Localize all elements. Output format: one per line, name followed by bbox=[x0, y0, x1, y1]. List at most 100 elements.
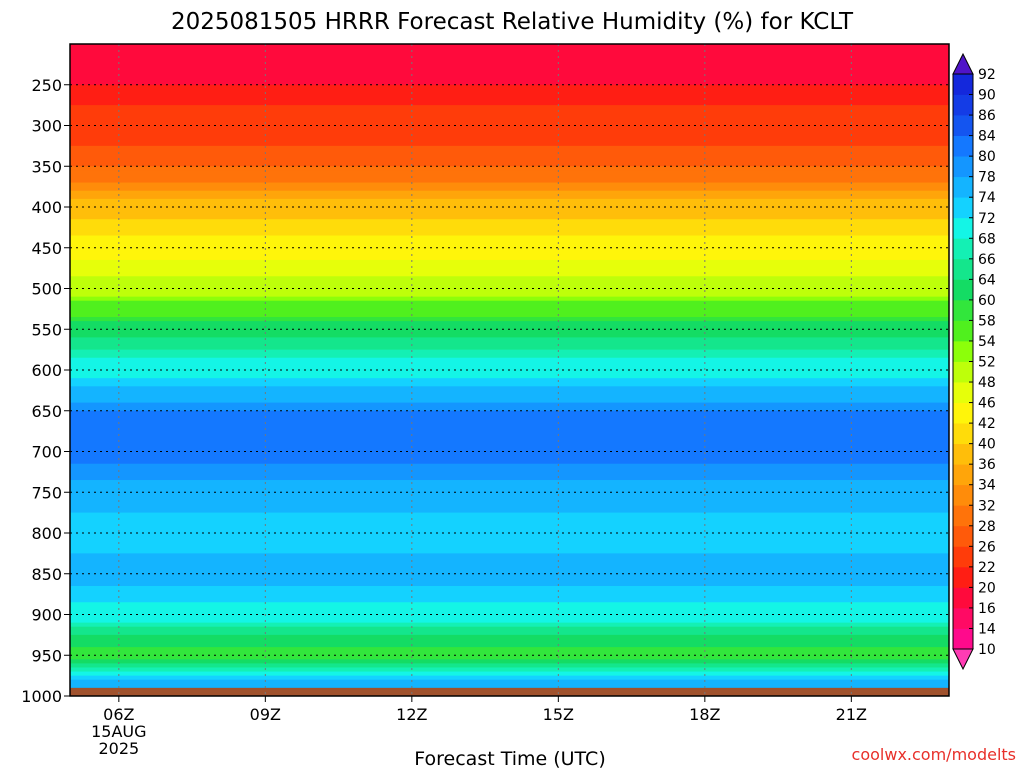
x-tick-label: 06Z bbox=[103, 705, 134, 724]
y-tick-label: 250 bbox=[31, 76, 62, 95]
rh-band bbox=[70, 105, 949, 110]
colorbar-segment bbox=[953, 74, 973, 95]
rh-band bbox=[70, 516, 949, 522]
rh-band bbox=[70, 300, 949, 306]
y-axis-ticks: 250 300 350 400 450 500 550 600 650 700 750 800 850 9… bbox=[21, 76, 70, 706]
rh-band bbox=[70, 643, 949, 648]
y-tick-label: 750 bbox=[31, 483, 62, 502]
rh-band bbox=[70, 113, 949, 118]
colorbar-label: 28 bbox=[978, 519, 996, 535]
colorbar-label: 46 bbox=[978, 396, 996, 412]
rh-band bbox=[70, 88, 949, 94]
colorbar-segment bbox=[953, 238, 973, 260]
rh-band bbox=[70, 537, 949, 542]
rh-band bbox=[70, 264, 949, 269]
rh-band bbox=[70, 178, 949, 184]
colorbar-segment bbox=[953, 197, 973, 219]
x-tick-label: 09Z bbox=[250, 705, 281, 724]
rh-band bbox=[70, 573, 949, 579]
colorbar-segment bbox=[953, 607, 973, 629]
rh-band bbox=[70, 614, 949, 620]
rh-band bbox=[70, 488, 949, 493]
rh-band bbox=[70, 431, 949, 436]
rh-band bbox=[70, 386, 949, 391]
rh-band bbox=[70, 622, 949, 628]
rh-band bbox=[70, 390, 949, 396]
rh-band bbox=[70, 52, 949, 57]
rh-band bbox=[70, 288, 949, 294]
rh-band bbox=[70, 492, 949, 497]
colorbar-label: 86 bbox=[978, 108, 996, 124]
rh-band bbox=[70, 361, 949, 367]
colorbar-segment bbox=[953, 320, 973, 342]
y-tick-label: 450 bbox=[31, 239, 62, 258]
ground-below-surface bbox=[70, 687, 949, 696]
rh-band bbox=[70, 321, 949, 326]
x-tick-label: 12Z bbox=[396, 705, 427, 724]
rh-band bbox=[70, 455, 949, 461]
rh-band bbox=[70, 484, 949, 489]
rh-band bbox=[70, 194, 949, 200]
rh-band bbox=[70, 198, 949, 204]
colorbar-segment bbox=[953, 628, 973, 650]
rh-band bbox=[70, 117, 949, 123]
rh-band bbox=[70, 467, 949, 473]
rh-band bbox=[70, 647, 949, 652]
rh-band bbox=[70, 671, 949, 677]
rh-band bbox=[70, 630, 949, 636]
rh-band bbox=[70, 211, 949, 216]
rh-band bbox=[70, 370, 949, 375]
colorbar-label: 14 bbox=[978, 621, 996, 637]
colorbar-segment bbox=[953, 382, 973, 403]
rh-band bbox=[70, 284, 949, 290]
rh-band bbox=[70, 84, 949, 90]
rh-band bbox=[70, 80, 949, 86]
colorbar-segment bbox=[953, 279, 973, 301]
colorbar-label: 22 bbox=[978, 560, 996, 576]
rh-band bbox=[70, 463, 949, 469]
rh-band bbox=[70, 683, 949, 689]
rh-band bbox=[70, 638, 949, 644]
rh-band bbox=[70, 443, 949, 449]
rh-band bbox=[70, 585, 949, 591]
rh-band bbox=[70, 349, 949, 355]
colorbar-segment bbox=[953, 464, 973, 486]
colorbar-segment bbox=[953, 115, 973, 137]
rh-band bbox=[70, 561, 949, 567]
rh-band bbox=[70, 414, 949, 420]
rh-band bbox=[70, 504, 949, 510]
rh-band bbox=[70, 435, 949, 440]
colorbar-label: 84 bbox=[978, 129, 996, 145]
rh-band bbox=[70, 675, 949, 681]
y-tick-label: 700 bbox=[31, 443, 62, 462]
colorbar-segment bbox=[953, 505, 973, 527]
rh-band bbox=[70, 594, 949, 599]
colorbar-segment bbox=[953, 402, 973, 424]
rh-band bbox=[70, 553, 949, 559]
grid-lines bbox=[70, 44, 949, 696]
rh-band bbox=[70, 312, 949, 318]
rh-band bbox=[70, 663, 949, 669]
y-tick-label: 550 bbox=[31, 320, 62, 339]
rh-band bbox=[70, 569, 949, 575]
colorbar-segment bbox=[953, 587, 973, 609]
rh-band bbox=[70, 549, 949, 554]
rh-band bbox=[70, 76, 949, 82]
colorbar-segment bbox=[953, 258, 973, 280]
colorbar: 10 14 16 20 22 26 28 32 34 36 40 42 46 48 52 54 58 60 64 66… bbox=[952, 52, 996, 671]
y-tick-label: 900 bbox=[31, 606, 62, 625]
y-tick-label: 500 bbox=[31, 280, 62, 299]
colorbar-segment bbox=[953, 525, 973, 547]
y-tick-label: 800 bbox=[31, 524, 62, 543]
rh-band bbox=[70, 292, 949, 298]
rh-band bbox=[70, 581, 949, 587]
rh-band bbox=[70, 357, 949, 363]
rh-band bbox=[70, 96, 949, 102]
rh-band bbox=[70, 655, 949, 660]
colorbar-label: 78 bbox=[978, 170, 996, 186]
rh-band bbox=[70, 259, 949, 265]
rh-band bbox=[70, 378, 949, 383]
colorbar-label: 40 bbox=[978, 437, 996, 453]
rh-band bbox=[70, 541, 949, 546]
